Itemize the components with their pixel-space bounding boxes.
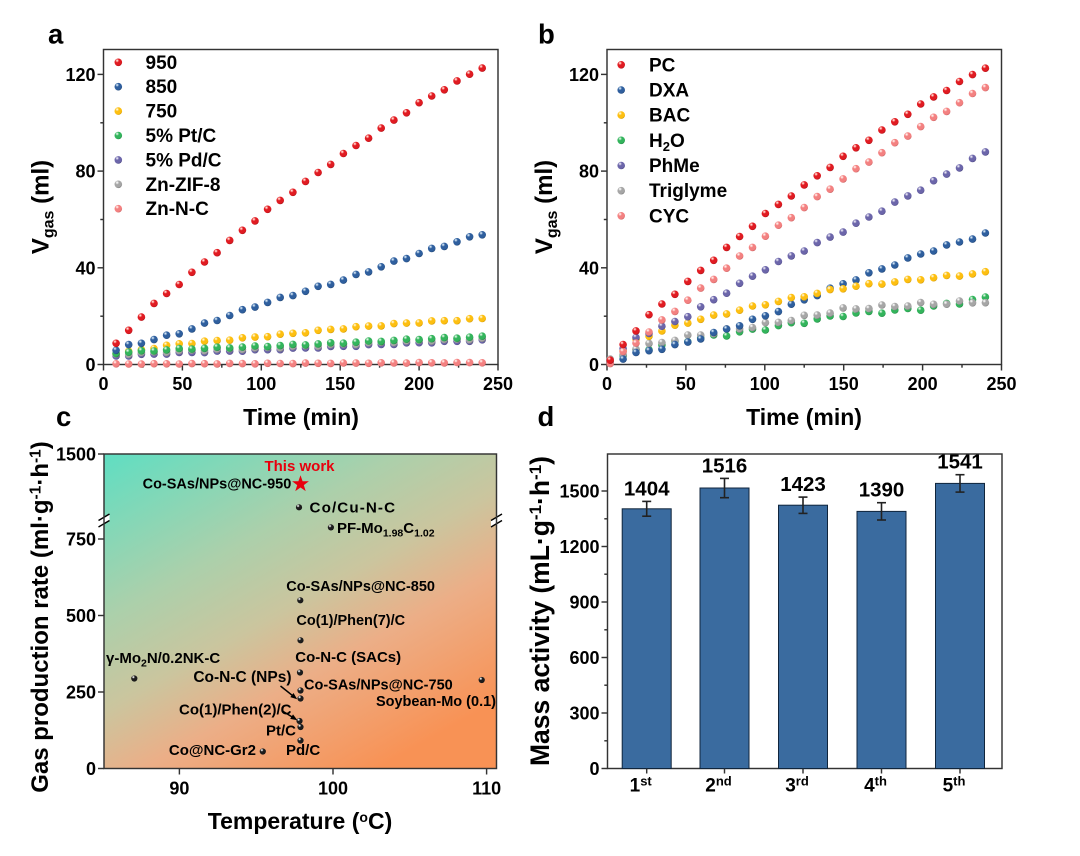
svg-text:Zn-N-C: Zn-N-C <box>146 199 210 220</box>
svg-text:Time (min): Time (min) <box>243 404 359 430</box>
svg-text:1200: 1200 <box>559 537 599 557</box>
svg-text:950: 950 <box>146 53 178 74</box>
svg-text:150: 150 <box>829 374 859 394</box>
svg-text:Time (min): Time (min) <box>746 404 862 430</box>
svg-text:CYC: CYC <box>649 206 689 227</box>
svg-text:300: 300 <box>569 704 599 724</box>
svg-text:Co-N-C (NPs): Co-N-C (NPs) <box>193 669 291 686</box>
svg-text:50: 50 <box>676 374 696 394</box>
svg-text:750: 750 <box>66 530 96 550</box>
svg-text:900: 900 <box>569 593 599 613</box>
svg-text:600: 600 <box>569 648 599 668</box>
svg-text:PC: PC <box>649 55 676 76</box>
svg-text:Pd/C: Pd/C <box>286 742 320 759</box>
svg-text:90: 90 <box>169 779 189 799</box>
svg-text:40: 40 <box>75 258 95 278</box>
svg-text:80: 80 <box>75 162 95 182</box>
svg-text:250: 250 <box>483 374 513 394</box>
svg-text:0: 0 <box>85 355 95 375</box>
svg-text:Mass activity (mL·g-1·h-1): Mass activity (mL·g-1·h-1) <box>525 456 555 766</box>
svg-text:Zn-ZIF-8: Zn-ZIF-8 <box>146 175 221 196</box>
svg-text:BAC: BAC <box>649 106 690 127</box>
svg-text:Co(1)/Phen(2)/C: Co(1)/Phen(2)/C <box>179 702 292 719</box>
svg-text:Co@NC-Gr2: Co@NC-Gr2 <box>169 742 256 759</box>
svg-text:0: 0 <box>602 374 612 394</box>
svg-text:H2O: H2O <box>649 131 685 154</box>
svg-text:1500: 1500 <box>56 445 96 465</box>
svg-text:100: 100 <box>750 374 780 394</box>
svg-text:Co(1)/Phen(7)/C: Co(1)/Phen(7)/C <box>296 613 405 629</box>
svg-text:PF-Mo1.98C1.02: PF-Mo1.98C1.02 <box>337 520 435 540</box>
svg-text:150: 150 <box>325 374 355 394</box>
svg-text:1423: 1423 <box>780 473 826 496</box>
svg-text:1500: 1500 <box>559 482 599 502</box>
svg-text:Co-SAs/NPs@NC-950: Co-SAs/NPs@NC-950 <box>143 477 292 493</box>
svg-text:5% Pt/C: 5% Pt/C <box>146 126 217 147</box>
svg-text:1404: 1404 <box>624 477 670 500</box>
svg-text:50: 50 <box>172 374 192 394</box>
svg-text:0: 0 <box>98 374 108 394</box>
svg-text:110: 110 <box>472 779 501 799</box>
svg-text:500: 500 <box>66 606 96 626</box>
svg-text:PhMe: PhMe <box>649 156 700 177</box>
svg-text:0: 0 <box>589 759 599 779</box>
svg-text:750: 750 <box>146 102 178 123</box>
svg-text:Soybean-Mo (0.1): Soybean-Mo (0.1) <box>376 694 496 710</box>
svg-text:d: d <box>538 401 555 432</box>
svg-text:1390: 1390 <box>859 479 905 502</box>
svg-text:b: b <box>538 19 555 50</box>
svg-text:γ-Mo2N/0.2NK-C: γ-Mo2N/0.2NK-C <box>106 650 220 670</box>
svg-text:Co/Cu-N-C: Co/Cu-N-C <box>310 500 397 517</box>
svg-text:5% Pd/C: 5% Pd/C <box>146 150 222 171</box>
svg-text:80: 80 <box>579 162 599 182</box>
svg-text:850: 850 <box>146 77 178 98</box>
svg-text:200: 200 <box>908 374 938 394</box>
svg-text:a: a <box>48 19 64 50</box>
svg-text:100: 100 <box>318 779 348 799</box>
svg-text:Co-SAs/NPs@NC-750: Co-SAs/NPs@NC-750 <box>304 678 453 694</box>
svg-text:1541: 1541 <box>937 451 983 474</box>
svg-text:DXA: DXA <box>649 81 689 102</box>
svg-text:c: c <box>56 401 71 432</box>
svg-text:Vgas (ml): Vgas (ml) <box>531 160 561 254</box>
svg-text:40: 40 <box>579 258 599 278</box>
svg-text:0: 0 <box>589 355 599 375</box>
svg-text:Triglyme: Triglyme <box>649 181 727 202</box>
svg-text:1516: 1516 <box>702 454 748 477</box>
svg-text:120: 120 <box>65 65 95 85</box>
svg-text:Temperature (oC): Temperature (oC) <box>208 808 393 834</box>
svg-text:Gas production rate (ml·g-1·h-: Gas production rate (ml·g-1·h-1) <box>27 441 54 793</box>
svg-text:Vgas (ml): Vgas (ml) <box>28 160 58 254</box>
svg-text:250: 250 <box>66 683 96 703</box>
svg-text:Pt/C: Pt/C <box>266 723 296 740</box>
svg-text:200: 200 <box>404 374 434 394</box>
svg-text:This work: This work <box>264 458 335 475</box>
svg-text:Co-N-C (SACs): Co-N-C (SACs) <box>295 649 401 666</box>
svg-text:100: 100 <box>246 374 276 394</box>
svg-text:Co-SAs/NPs@NC-850: Co-SAs/NPs@NC-850 <box>286 579 435 595</box>
svg-text:0: 0 <box>86 759 96 779</box>
svg-text:120: 120 <box>569 65 599 85</box>
svg-text:250: 250 <box>986 374 1016 394</box>
